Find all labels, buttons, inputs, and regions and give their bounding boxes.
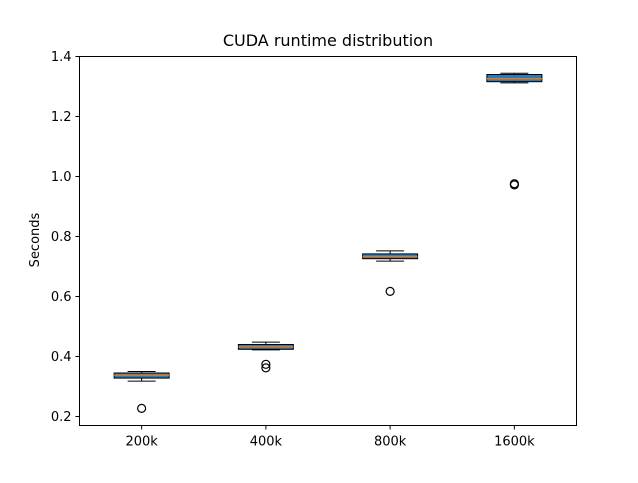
- y-tick-label: 0.8: [51, 230, 72, 245]
- y-axis: 0.2 0.4 0.6 0.8 1.0 1.2 1.4: [51, 50, 80, 425]
- y-tick-label: 1.4: [51, 50, 72, 65]
- x-axis: 200k 400k 800k 1600k: [125, 425, 535, 450]
- box-800k: [362, 250, 419, 296]
- plot-area-frame: [79, 56, 577, 426]
- chart-title: CUDA runtime distribution: [223, 31, 433, 50]
- outlier-point: [261, 359, 271, 369]
- outlier-point: [385, 286, 395, 296]
- y-tick-label: 0.6: [51, 290, 72, 305]
- x-tick-label: 1600k: [494, 435, 535, 450]
- y-tick-label: 1.2: [51, 110, 72, 125]
- outlier-point: [261, 363, 271, 373]
- x-tick-label: 400k: [250, 435, 283, 450]
- y-tick-label: 0.2: [51, 410, 72, 425]
- box-1600k: [486, 72, 543, 190]
- x-tick-label: 200k: [125, 435, 158, 450]
- y-tick-label: 1.0: [51, 170, 72, 185]
- y-axis-label: Seconds: [28, 212, 43, 267]
- y-tick-label: 0.4: [51, 350, 72, 365]
- x-tick-label: 800k: [374, 435, 407, 450]
- outlier-point: [137, 403, 147, 413]
- boxes-layer: [113, 72, 543, 413]
- box-200k: [113, 371, 170, 413]
- outlier-point: [509, 179, 519, 189]
- box-400k: [237, 341, 294, 373]
